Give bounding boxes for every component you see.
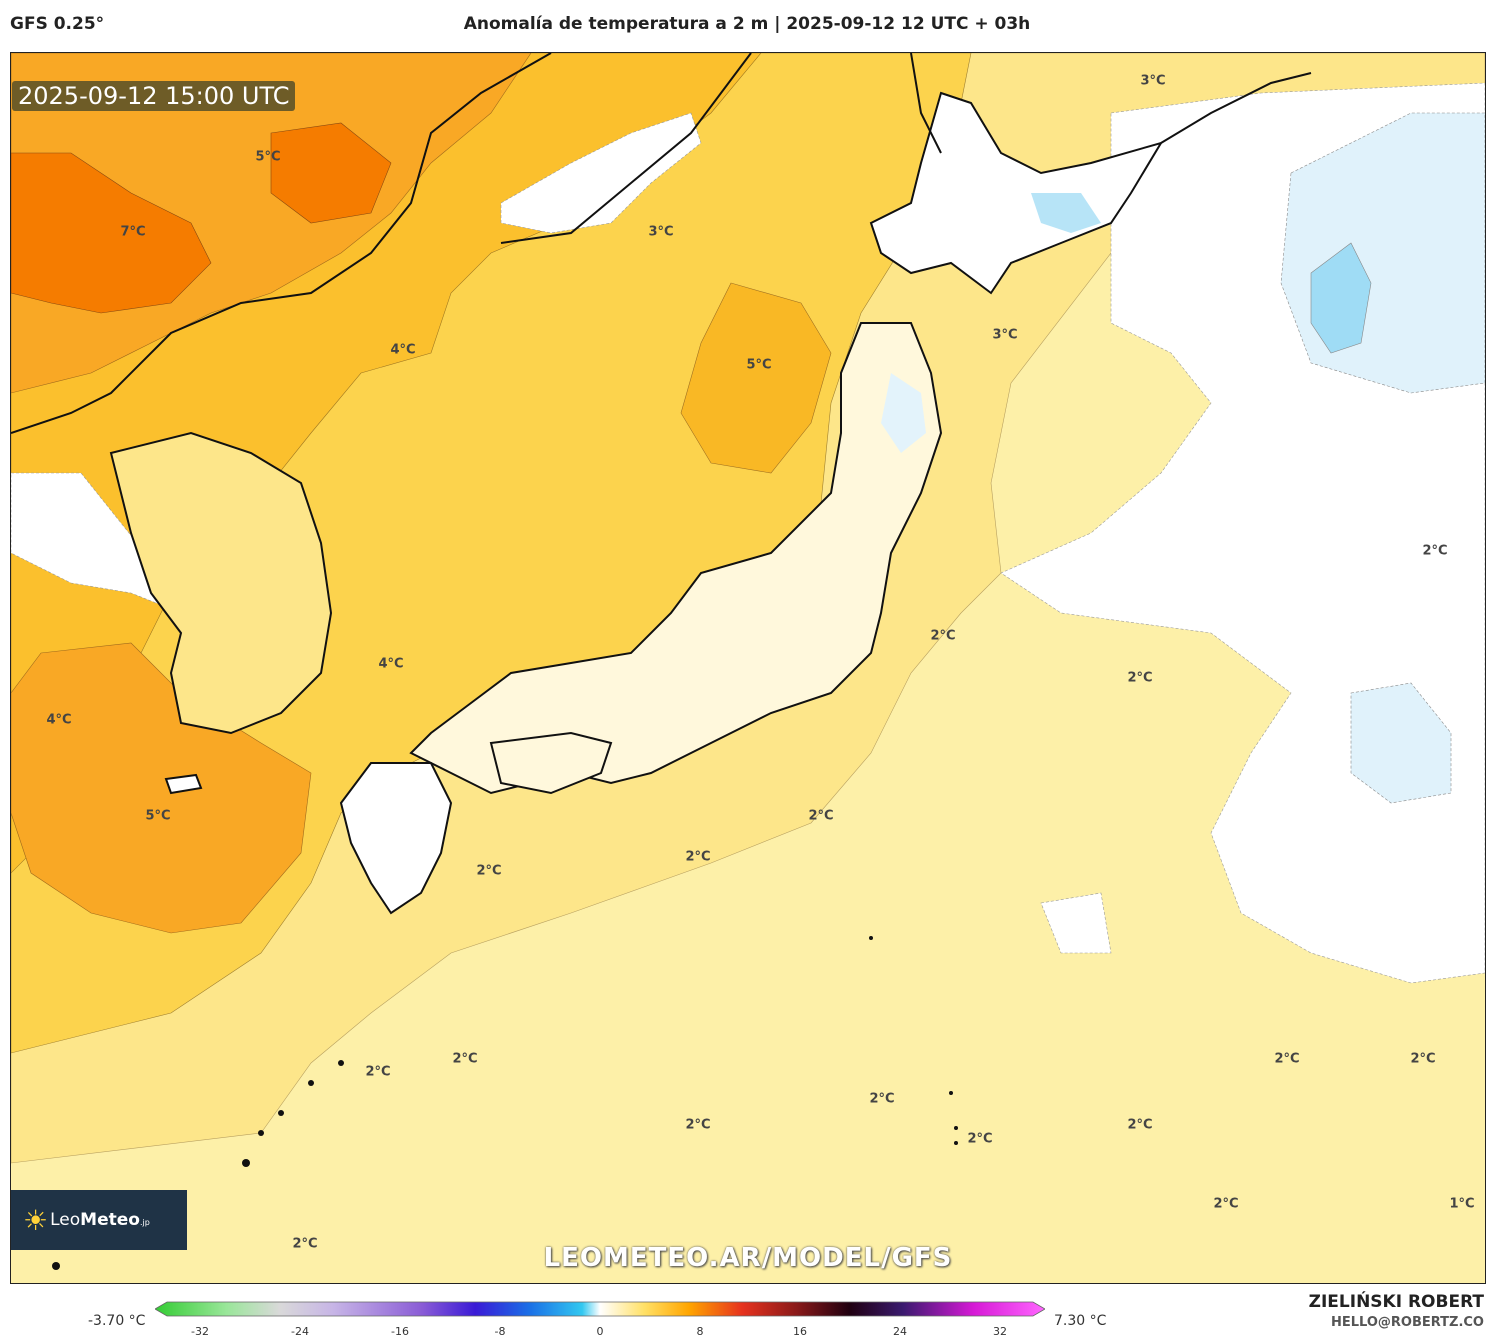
contour-label: 2°C [1422,543,1448,559]
colorbar-tick: -8 [494,1325,506,1338]
near-zero-vladivostok [500,112,702,234]
contour-label: 2°C [1274,1051,1300,1067]
contour-label: 2°C [476,863,502,879]
land-hokkaido-cold [1031,193,1101,233]
land-kyushu [339,762,453,915]
author-name: ZIELIŃSKI ROBERT [1308,1292,1484,1312]
contour-label: 2°C [808,808,834,824]
contour-label: 4°C [390,342,416,358]
near-zero-pacific-2 [1040,892,1112,954]
colorbar-tick: -24 [291,1325,309,1338]
contour-label: 2°C [1213,1196,1239,1212]
contour-label: 1°C [1449,1196,1475,1212]
legend-min-label: -3.70 °C [88,1313,146,1329]
contour-label: 2°C [1127,1117,1153,1133]
contour-label: 3°C [992,327,1018,343]
land-hokkaido [869,91,1164,295]
contour-label: 2°C [1127,670,1153,686]
colorbar-tick: -32 [191,1325,209,1338]
colorbar [155,1301,1045,1317]
colorbar-tick: 0 [596,1325,604,1338]
model-name: GFS 0.25° [10,14,105,34]
jeju-island [164,773,203,795]
colorbar-tick: 16 [793,1325,807,1338]
map-panel[interactable]: 2025-09-12 15:00 UTC 5°C 7°C 3°C 4°C 5°C… [10,52,1486,1284]
coast-mainland [11,53,552,434]
watermark-url: LEOMETEO.AR/MODEL/GFS [543,1243,953,1273]
chart-title: Anomalía de temperatura a 2 m | 2025-09-… [463,14,1031,34]
contour-label: 2°C [685,849,711,865]
logo-text: LeoMeteo.jp [50,1210,150,1230]
anomaly-map [11,53,1485,1283]
leometeo-logo[interactable]: ☀ LeoMeteo.jp [11,1190,187,1250]
colorbar-tick: 32 [993,1325,1007,1338]
contour-label: 2°C [452,1051,478,1067]
anomaly-5c-sea [680,282,832,474]
contour-label: 4°C [46,712,72,728]
coast-primorye [500,53,752,244]
contour-label: 2°C [292,1236,318,1252]
valid-time-badge: 2025-09-12 15:00 UTC [12,81,296,111]
land-honshu-cold [881,373,926,453]
anomaly-7c-zone-2 [270,122,392,224]
cold-patch-east [1350,682,1452,804]
land-korea [109,431,333,735]
contour-label: 2°C [869,1091,895,1107]
land-honshu [409,322,943,795]
contour-label: 2°C [685,1117,711,1133]
colorbar-tick: 8 [696,1325,704,1338]
author-email[interactable]: HELLO@ROBERTZ.CO [1330,1315,1484,1330]
kuril-islands [1160,72,1312,144]
land-shikoku [489,731,613,795]
contour-label: 2°C [967,1131,993,1147]
contour-label: 3°C [648,224,674,240]
anomaly-7c-zone [11,152,212,314]
contour-label: 5°C [746,357,772,373]
colorbar-tick: 24 [893,1325,907,1338]
contour-label: 2°C [1410,1051,1436,1067]
contour-label: 2°C [930,628,956,644]
contour-label: 5°C [145,808,171,824]
contour-label: 2°C [365,1064,391,1080]
contour-label: 3°C [1140,73,1166,89]
contour-label: 5°C [255,149,281,165]
sun-icon: ☀ [23,1203,49,1237]
contour-label: 4°C [378,656,404,672]
cold-patch-pacific-core [1310,242,1372,354]
anomaly-5c-north [11,53,532,394]
colorbar-tick: -16 [391,1325,409,1338]
legend-max-label: 7.30 °C [1054,1313,1107,1329]
ryukyu-islands [52,936,958,1270]
coast-sakhalin [910,53,942,154]
contour-label: 7°C [120,224,146,240]
